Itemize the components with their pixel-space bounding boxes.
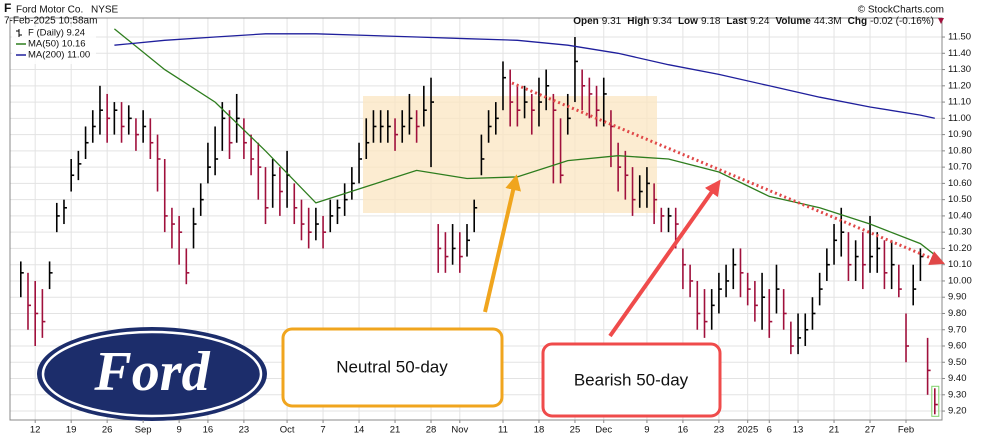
y-tick-label: 10.00: [948, 275, 972, 286]
legend-label: F (Daily) 9.24: [28, 28, 85, 39]
x-tick-label: 19: [66, 425, 77, 436]
x-tick-label: 16: [203, 425, 214, 436]
x-tick-label: Dec: [595, 425, 612, 436]
quote-label: Volume: [775, 16, 811, 27]
quote-value: -0.02 (-0.16%): [870, 16, 934, 27]
x-tick-label: 25: [570, 425, 581, 436]
legend-box: [12, 27, 96, 64]
y-tick-label: 10.80: [948, 145, 972, 156]
y-tick-label: 9.40: [948, 373, 967, 384]
legend-label: MA(50) 10.16: [28, 39, 86, 50]
y-tick-label: 10.30: [948, 227, 972, 238]
y-tick-label: 9.70: [948, 324, 967, 335]
plot-frame: [9, 17, 943, 421]
trend-line: [511, 81, 945, 266]
quote: Open 9.31 High 9.34 Low 9.18 Last 9.24 Volume 44.…: [573, 16, 934, 27]
exchange: NYSE: [91, 5, 119, 16]
x-tick-label: 14: [354, 425, 365, 436]
y-tick-label: 10.10: [948, 259, 972, 270]
callout-box: [541, 342, 722, 418]
y-tick-label: 9.90: [948, 292, 967, 303]
callout-text: Bearish 50-day: [574, 370, 689, 389]
logo-text: Ford: [93, 341, 210, 403]
x-tick-label: 21: [390, 425, 401, 436]
callout-text: Neutral 50-day: [336, 357, 448, 376]
y-tick-label: 10.50: [948, 194, 972, 205]
price-bars: [19, 37, 940, 417]
x-tick-label: 21: [829, 425, 840, 436]
y-tick-label: 10.60: [948, 178, 972, 189]
x-tick-label: Oct: [280, 425, 295, 436]
moving-averages: [113, 28, 936, 256]
quote-label: Chg: [848, 16, 867, 27]
x-tick-label: Sep: [135, 425, 152, 436]
y-tick-label: 10.20: [948, 243, 972, 254]
x-tick-label: 27: [865, 425, 876, 436]
x-tick-label: 16: [678, 425, 689, 436]
x-tick-label: 7: [320, 425, 325, 436]
last-bar-highlight: [931, 385, 940, 417]
moving-average-line: [114, 33, 935, 119]
y-tick-label: 10.90: [948, 129, 972, 140]
x-tick-label: 9: [176, 425, 181, 436]
company-name: Ford Motor Co.: [16, 5, 83, 16]
quote-label: Last: [726, 16, 747, 27]
quote-label: Low: [678, 16, 698, 27]
x-tick-label: 18: [534, 425, 545, 436]
logo-inner: [41, 330, 263, 418]
x-tick-label: 26: [102, 425, 113, 436]
quote-value: 9.24: [750, 16, 770, 27]
date: 7-Feb-2025 10:58am: [4, 16, 97, 27]
x-tick-label: 23: [714, 425, 725, 436]
moving-average-line: [113, 28, 936, 256]
x-tick-label: 12: [30, 425, 41, 436]
x-tick-label: 11: [498, 425, 508, 436]
quote-value: 9.34: [652, 16, 672, 27]
x-tick-label: 9: [644, 425, 649, 436]
y-tick-label: 11.30: [948, 64, 971, 75]
y-tick-label: 11.40: [948, 48, 971, 59]
copyright: © StockCharts.com: [858, 5, 944, 16]
x-tick-label: 28: [426, 425, 437, 436]
y-tick-label: 11.20: [948, 80, 971, 91]
down-indicator: [938, 18, 944, 24]
y-tick-label: 9.50: [948, 357, 967, 368]
x-tick-label: 6: [767, 425, 772, 436]
arrow: [483, 174, 521, 313]
quote-label: High: [627, 16, 649, 27]
x-tick-label: Feb: [898, 425, 914, 436]
x-tick-label: Nov: [451, 425, 468, 436]
y-tick-label: 10.70: [948, 162, 972, 173]
y-tick-label: 9.80: [948, 308, 967, 319]
x-tick-label: 2025: [737, 425, 758, 436]
x-tick-label: 23: [239, 425, 250, 436]
y-tick-label: 11.50: [948, 32, 971, 43]
y-tick-label: 9.20: [948, 406, 967, 417]
y-tick-label: 11.00: [948, 113, 971, 124]
arrow: [608, 179, 721, 338]
y-tick-label: 9.60: [948, 341, 967, 352]
x-tick-label: 13: [793, 425, 804, 436]
callout-box: [281, 327, 504, 408]
quote-value: 9.18: [701, 16, 721, 27]
quote-value: 9.31: [602, 16, 622, 27]
y-tick-label: 10.40: [948, 210, 972, 221]
legend-label: MA(200) 11.00: [28, 50, 90, 61]
quote-value: 44.3M: [814, 16, 842, 27]
y-tick-label: 9.30: [948, 389, 967, 400]
y-tick-label: 11.10: [948, 97, 971, 108]
quote-label: Open: [573, 16, 599, 27]
symbol: F: [4, 1, 11, 15]
